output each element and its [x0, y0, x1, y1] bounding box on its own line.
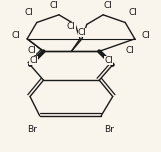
Text: Cl: Cl	[104, 56, 113, 66]
Text: Cl: Cl	[142, 31, 151, 40]
Text: Cl: Cl	[11, 31, 20, 40]
Text: Br: Br	[27, 125, 37, 134]
Text: Cl: Cl	[25, 8, 33, 17]
Text: Cl: Cl	[28, 46, 36, 55]
Text: Cl: Cl	[126, 46, 134, 55]
Text: Br: Br	[104, 125, 114, 134]
Text: Cl: Cl	[50, 1, 58, 10]
Text: Cl: Cl	[128, 8, 137, 17]
Text: Cl: Cl	[29, 56, 38, 66]
Text: Cl: Cl	[77, 28, 86, 37]
Text: Cl: Cl	[67, 22, 76, 31]
Text: Cl: Cl	[104, 1, 112, 10]
